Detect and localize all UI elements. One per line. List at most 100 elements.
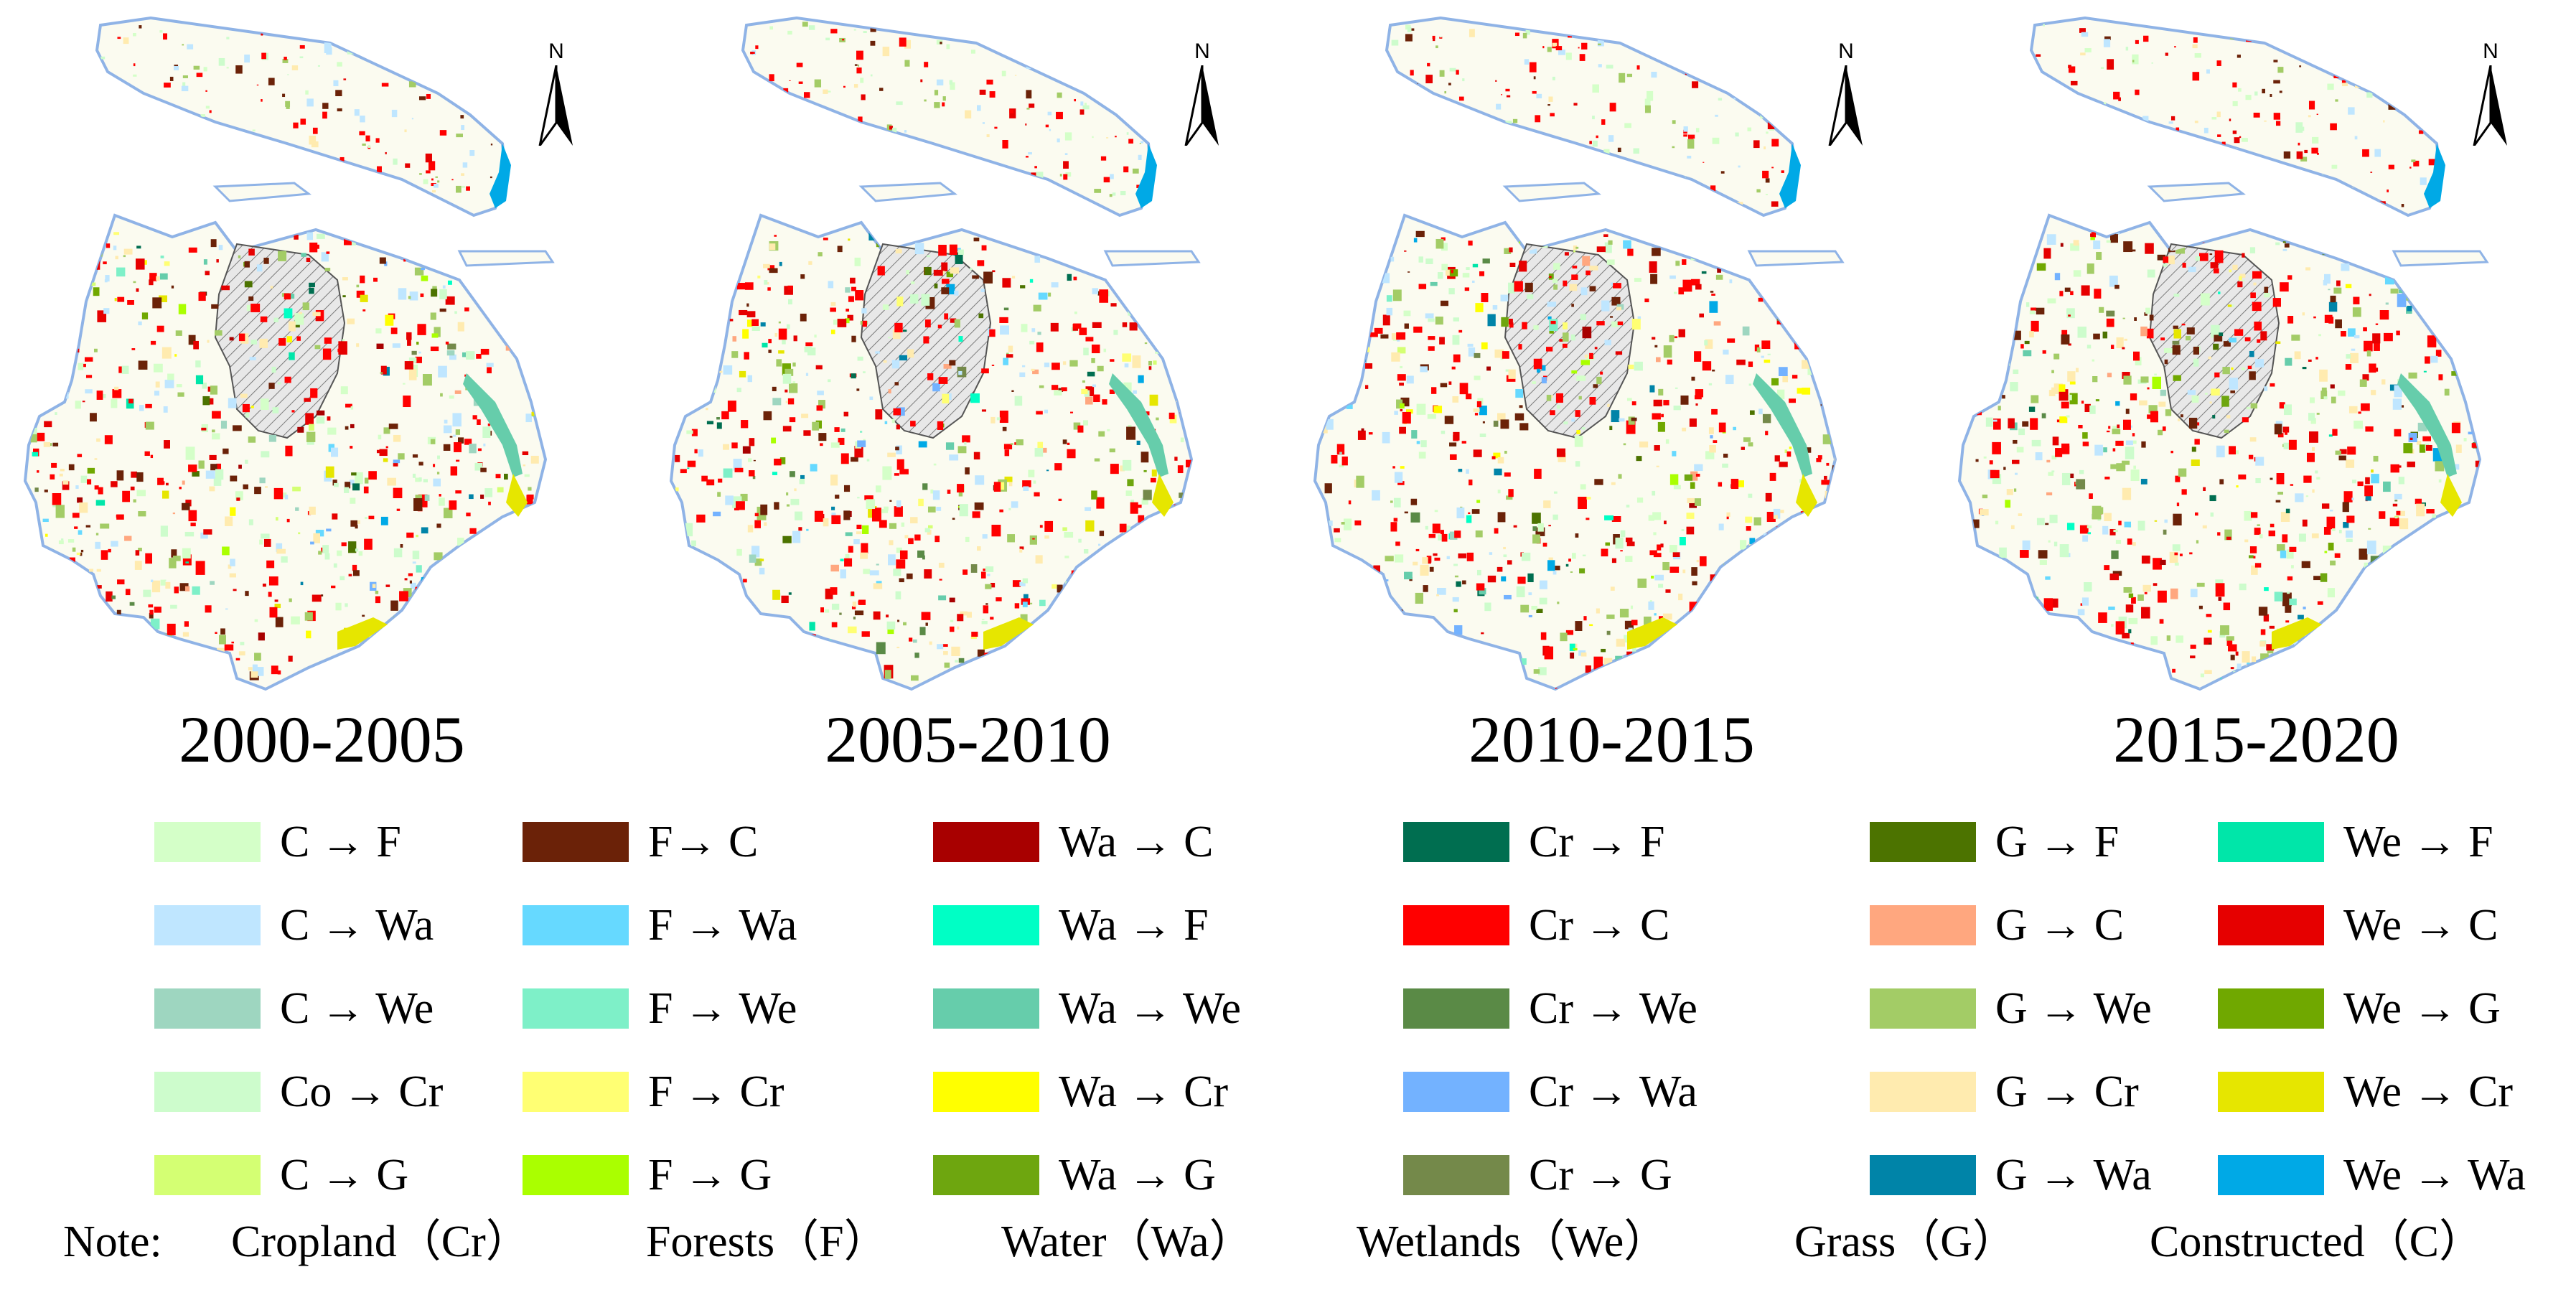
change-patch bbox=[1429, 566, 1434, 572]
change-patch bbox=[1034, 256, 1041, 263]
change-patch bbox=[309, 282, 315, 288]
change-patch bbox=[1624, 620, 1634, 630]
change-patch bbox=[974, 502, 984, 510]
change-patch bbox=[2137, 594, 2144, 601]
change-patch bbox=[2273, 80, 2280, 84]
change-patch bbox=[2275, 121, 2281, 126]
change-patch bbox=[1712, 137, 1720, 144]
change-patch bbox=[894, 322, 903, 332]
change-patch bbox=[2102, 525, 2109, 535]
change-patch bbox=[2300, 156, 2308, 162]
change-patch bbox=[806, 655, 810, 660]
legend-label: C → Wa bbox=[280, 901, 434, 950]
change-patch bbox=[2353, 597, 2359, 602]
change-patch bbox=[2232, 130, 2237, 134]
change-patch bbox=[1130, 305, 1135, 309]
change-patch bbox=[62, 637, 72, 643]
change-patch bbox=[228, 564, 232, 569]
change-patch bbox=[179, 128, 182, 132]
change-patch bbox=[2328, 542, 2334, 551]
change-patch bbox=[356, 232, 365, 237]
change-patch bbox=[2087, 532, 2092, 535]
change-patch bbox=[2327, 588, 2335, 598]
change-patch bbox=[1415, 622, 1423, 630]
change-patch bbox=[2242, 279, 2245, 282]
change-patch bbox=[778, 630, 783, 635]
change-patch bbox=[43, 244, 52, 252]
change-patch bbox=[1778, 104, 1784, 110]
change-patch bbox=[58, 248, 67, 254]
change-patch bbox=[1441, 263, 1448, 271]
change-patch bbox=[703, 591, 712, 602]
change-patch bbox=[2316, 113, 2318, 116]
change-patch bbox=[205, 90, 207, 92]
change-patch bbox=[182, 480, 185, 485]
change-patch bbox=[271, 665, 278, 675]
change-patch bbox=[2061, 334, 2070, 345]
change-patch bbox=[2373, 455, 2379, 462]
change-patch bbox=[1771, 167, 1774, 169]
change-patch bbox=[2163, 22, 2165, 24]
change-patch bbox=[756, 77, 759, 82]
change-patch bbox=[955, 248, 961, 252]
change-patch bbox=[799, 478, 805, 485]
change-patch bbox=[1138, 540, 1146, 546]
change-patch bbox=[1833, 589, 1835, 592]
change-patch bbox=[1082, 420, 1089, 426]
legend-label: F → We bbox=[648, 984, 797, 1033]
change-patch bbox=[32, 306, 39, 315]
change-patch bbox=[2308, 359, 2312, 362]
change-patch bbox=[1031, 328, 1036, 332]
change-patch bbox=[1324, 378, 1333, 389]
small-island-shape bbox=[1502, 182, 1602, 202]
change-patch bbox=[375, 177, 378, 180]
change-patch bbox=[1428, 533, 1435, 538]
change-patch bbox=[2059, 291, 2064, 296]
change-patch bbox=[1091, 345, 1100, 354]
change-patch bbox=[2132, 54, 2139, 65]
change-patch bbox=[2229, 337, 2237, 343]
change-patch bbox=[1508, 369, 1516, 379]
change-patch bbox=[364, 538, 373, 550]
change-patch bbox=[1650, 273, 1658, 284]
change-patch bbox=[1476, 134, 1479, 136]
change-patch bbox=[2434, 129, 2437, 133]
change-patch bbox=[733, 459, 742, 471]
change-patch bbox=[1385, 597, 1391, 605]
change-patch bbox=[1769, 128, 1775, 131]
change-patch bbox=[1430, 681, 1438, 686]
change-patch bbox=[2172, 345, 2181, 355]
change-patch bbox=[1032, 538, 1035, 540]
change-patch bbox=[1969, 658, 1977, 670]
change-patch bbox=[869, 396, 874, 401]
change-patch bbox=[162, 490, 169, 499]
change-patch bbox=[2216, 445, 2225, 458]
change-patch bbox=[1625, 556, 1633, 562]
change-patch bbox=[1575, 410, 1580, 417]
change-patch bbox=[324, 337, 332, 344]
change-patch bbox=[500, 93, 505, 98]
change-patch bbox=[200, 532, 208, 539]
change-patch bbox=[1758, 297, 1764, 302]
legend-label: Cr → We bbox=[1529, 984, 1697, 1033]
change-patch bbox=[100, 523, 110, 529]
change-patch bbox=[1090, 649, 1098, 655]
change-patch bbox=[250, 340, 258, 345]
change-patch bbox=[675, 509, 681, 515]
change-patch bbox=[854, 64, 858, 66]
change-patch bbox=[762, 342, 768, 348]
change-patch bbox=[2364, 340, 2373, 352]
change-patch bbox=[1797, 303, 1800, 307]
change-patch bbox=[2249, 546, 2257, 553]
change-patch bbox=[1585, 665, 1591, 673]
change-patch bbox=[299, 312, 303, 314]
change-patch bbox=[1319, 589, 1328, 597]
change-patch bbox=[161, 347, 172, 359]
change-patch bbox=[1532, 526, 1537, 531]
change-patch bbox=[202, 200, 206, 203]
change-patch bbox=[2199, 253, 2209, 261]
change-patch bbox=[289, 352, 295, 360]
change-patch bbox=[2287, 275, 2292, 280]
change-patch bbox=[699, 561, 709, 576]
